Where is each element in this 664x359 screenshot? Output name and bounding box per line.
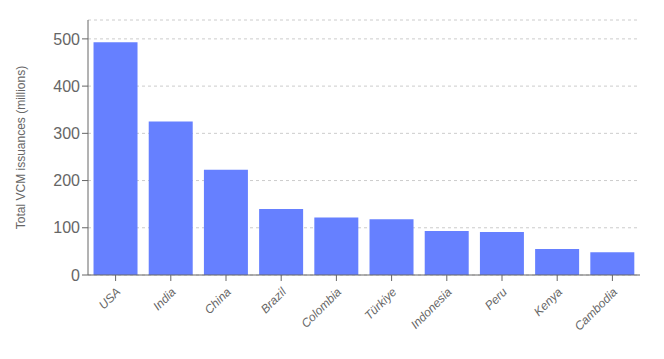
svg-text:Total VCM issuances (millions): Total VCM issuances (millions) bbox=[14, 66, 28, 229]
svg-text:Colombia: Colombia bbox=[298, 285, 344, 331]
svg-text:Türkiye: Türkiye bbox=[362, 285, 400, 323]
svg-text:Peru: Peru bbox=[482, 285, 510, 313]
svg-text:500: 500 bbox=[53, 31, 80, 48]
svg-text:China: China bbox=[202, 285, 234, 317]
svg-text:100: 100 bbox=[53, 219, 80, 236]
svg-text:400: 400 bbox=[53, 78, 80, 95]
svg-text:300: 300 bbox=[53, 125, 80, 142]
svg-text:India: India bbox=[150, 285, 179, 314]
svg-text:USA: USA bbox=[96, 285, 123, 312]
svg-text:Kenya: Kenya bbox=[531, 285, 565, 319]
svg-text:0: 0 bbox=[71, 267, 80, 284]
svg-text:Brazil: Brazil bbox=[258, 285, 289, 316]
svg-text:200: 200 bbox=[53, 172, 80, 189]
svg-text:Indonesia: Indonesia bbox=[408, 285, 455, 332]
svg-text:Cambodia: Cambodia bbox=[572, 285, 621, 334]
